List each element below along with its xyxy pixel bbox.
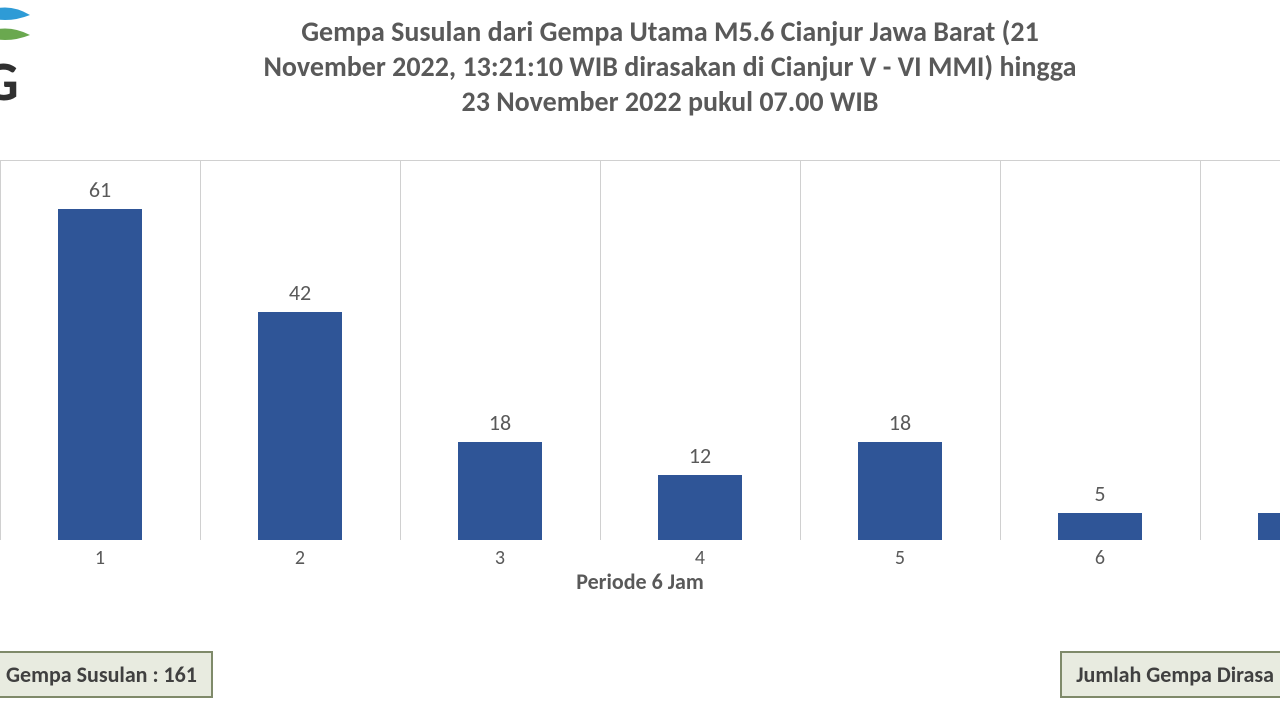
- logo-bottom-shape: [0, 29, 30, 41]
- bar-slot: 12: [600, 161, 800, 540]
- bar-slot: 5: [1000, 161, 1200, 540]
- bar-value-label: 18: [800, 409, 1000, 436]
- bar: [1058, 513, 1142, 540]
- total-aftershocks-box: Gempa Susulan : 161: [0, 651, 213, 698]
- bar: [58, 209, 142, 540]
- aftershock-bar-chart: 614218121855 1234567 Periode 6 Jam: [0, 150, 1280, 580]
- bar-slot: 42: [200, 161, 400, 540]
- bar-value-label: 18: [400, 409, 600, 436]
- bar-value-label: 5: [1000, 480, 1200, 507]
- x-tick-label: 2: [200, 546, 400, 570]
- x-tick-label: 4: [600, 546, 800, 570]
- bar-value-label: 42: [200, 279, 400, 306]
- title-line-3: 23 November 2022 pukul 07.00 WIB: [60, 84, 1280, 119]
- bar-slot: 5: [1200, 161, 1280, 540]
- bar: [858, 442, 942, 540]
- bar: [1258, 513, 1280, 540]
- bar-slot: 18: [400, 161, 600, 540]
- title-line-2: November 2022, 13:21:10 WIB dirasakan di…: [60, 49, 1280, 84]
- x-tick-label: 1: [0, 546, 200, 570]
- chart-title: Gempa Susulan dari Gempa Utama M5.6 Cian…: [60, 14, 1280, 119]
- bar-slot: 18: [800, 161, 1000, 540]
- x-tick-label: 5: [800, 546, 1000, 570]
- bar-slot: 61: [0, 161, 200, 540]
- agency-logo: G: [0, 0, 35, 110]
- x-axis-title: Periode 6 Jam: [0, 568, 1280, 595]
- logo-letter: G: [0, 48, 19, 110]
- bar-value-label: 61: [0, 176, 200, 203]
- plot-area: 61 42 181218 55: [0, 160, 1280, 540]
- total-aftershocks-label: Gempa Susulan : 161: [6, 661, 197, 688]
- bar: [658, 475, 742, 540]
- x-tick-label: 6: [1000, 546, 1200, 570]
- x-tick-label: 7: [1200, 546, 1280, 570]
- bar-value-label: 12: [600, 442, 800, 469]
- bar: [258, 312, 342, 540]
- felt-earthquakes-box: Jumlah Gempa Dirasa: [1060, 651, 1280, 698]
- felt-earthquakes-label: Jumlah Gempa Dirasa: [1076, 661, 1274, 688]
- x-tick-label: 3: [400, 546, 600, 570]
- logo-top-shape: [0, 8, 30, 21]
- title-line-1: Gempa Susulan dari Gempa Utama M5.6 Cian…: [60, 14, 1280, 49]
- bar: [458, 442, 542, 540]
